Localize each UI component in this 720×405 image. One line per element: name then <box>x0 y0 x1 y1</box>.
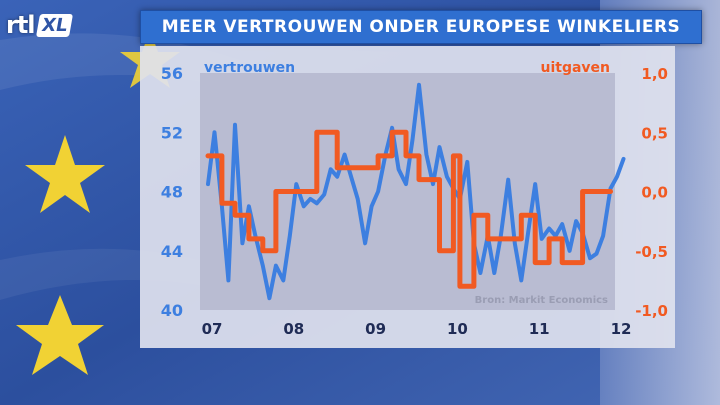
page-title: MEER VERTROUWEN ONDER EUROPESE WINKELIER… <box>161 17 681 37</box>
logo-rtl-text: rtl <box>6 11 36 39</box>
right-axis-label: uitgaven <box>540 60 610 76</box>
right-tick-label: 0,0 <box>641 184 668 202</box>
left-tick-label: 56 <box>161 64 183 83</box>
x-tick-label: 10 <box>447 320 468 338</box>
left-tick-label: 44 <box>161 242 183 261</box>
left-tick-label: 52 <box>161 123 183 142</box>
right-tick-label: 1,0 <box>641 65 668 83</box>
x-tick-label: 08 <box>283 320 304 338</box>
plot-area <box>200 73 615 310</box>
right-tick-label: -1,0 <box>635 302 668 320</box>
right-tick-label: -0,5 <box>635 243 668 261</box>
x-tick-label: 09 <box>365 320 386 338</box>
left-axis-label: vertrouwen <box>204 60 295 76</box>
x-tick-label: 07 <box>202 320 223 338</box>
source-label: Bron: Markit Economics <box>475 295 608 306</box>
right-tick-label: 0,5 <box>641 124 668 142</box>
series-line-uitgaven <box>205 129 613 289</box>
star-icon <box>25 135 105 213</box>
star-icon <box>16 295 104 375</box>
title-bar: MEER VERTROUWEN ONDER EUROPESE WINKELIER… <box>140 10 702 44</box>
x-tick-label: 11 <box>529 320 550 338</box>
x-tick-label: 12 <box>611 320 632 338</box>
series-line-vertrouwen <box>206 82 626 301</box>
left-tick-label: 48 <box>161 183 183 202</box>
rtl-xl-logo[interactable]: rtl XL <box>6 8 73 42</box>
left-tick-label: 40 <box>161 301 183 320</box>
